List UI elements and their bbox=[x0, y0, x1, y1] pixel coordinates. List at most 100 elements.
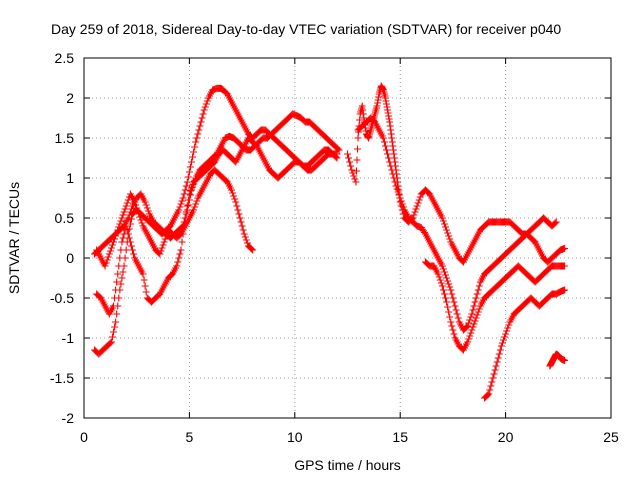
series-s8 bbox=[481, 286, 569, 402]
data-point bbox=[443, 226, 451, 234]
data-point bbox=[191, 143, 199, 151]
data-point bbox=[144, 207, 152, 215]
data-point bbox=[179, 194, 187, 202]
x-tick-label: 25 bbox=[603, 429, 619, 445]
data-point bbox=[112, 318, 120, 326]
data-point bbox=[484, 391, 492, 399]
data-point bbox=[452, 306, 460, 314]
data-point bbox=[114, 226, 122, 234]
data-point bbox=[473, 311, 481, 319]
data-point bbox=[351, 175, 359, 183]
data-point bbox=[186, 187, 194, 195]
data-point bbox=[489, 374, 497, 382]
data-point bbox=[157, 247, 165, 255]
data-point bbox=[203, 97, 211, 105]
data-point bbox=[502, 330, 510, 338]
y-tick-label: 0 bbox=[66, 250, 74, 266]
data-point bbox=[130, 250, 138, 258]
data-point bbox=[107, 244, 115, 252]
data-point bbox=[177, 200, 185, 208]
data-point bbox=[561, 286, 569, 294]
data-point bbox=[114, 270, 122, 278]
data-point bbox=[176, 250, 184, 258]
data-point bbox=[416, 193, 424, 201]
data-point bbox=[394, 188, 402, 196]
x-tick-label: 15 bbox=[392, 429, 408, 445]
data-point bbox=[142, 288, 150, 296]
y-tick-label: 2 bbox=[66, 90, 74, 106]
data-point bbox=[420, 228, 428, 236]
data-point bbox=[118, 274, 126, 282]
data-point bbox=[485, 390, 493, 398]
data-point bbox=[442, 294, 450, 302]
data-point bbox=[242, 236, 250, 244]
data-point bbox=[468, 310, 476, 318]
data-point bbox=[435, 273, 443, 281]
data-point bbox=[158, 244, 166, 252]
y-tick-label: 0.5 bbox=[55, 210, 75, 226]
axis-ticks: -2 -1.5 -1 -0.5 0 0.5 1 1.5 2 2.5 0 5 10 15 20 25 bbox=[50, 50, 619, 445]
data-point bbox=[395, 191, 403, 199]
data-point bbox=[243, 239, 251, 247]
data-point bbox=[193, 134, 201, 142]
data-point bbox=[110, 238, 118, 246]
data-point bbox=[108, 333, 116, 341]
data-point bbox=[450, 330, 458, 338]
data-point bbox=[111, 323, 119, 331]
data-point bbox=[448, 322, 456, 330]
data-point bbox=[173, 262, 181, 270]
data-point bbox=[393, 185, 401, 193]
data-point bbox=[112, 232, 120, 240]
data-point bbox=[119, 268, 127, 276]
data-point bbox=[193, 197, 201, 205]
series-s4 bbox=[93, 166, 257, 270]
data-point bbox=[413, 202, 421, 210]
data-point bbox=[444, 277, 452, 285]
data-point bbox=[439, 217, 447, 225]
data-point bbox=[467, 329, 475, 337]
data-point bbox=[437, 279, 445, 287]
data-point bbox=[197, 118, 205, 126]
data-point bbox=[233, 202, 241, 210]
data-point bbox=[475, 282, 483, 290]
data-point bbox=[161, 235, 169, 243]
data-point bbox=[552, 218, 560, 226]
data-point bbox=[410, 211, 418, 219]
data-point bbox=[118, 214, 126, 222]
data-point bbox=[136, 213, 144, 221]
data-point bbox=[182, 208, 190, 216]
data-point bbox=[127, 242, 135, 250]
data-point bbox=[194, 130, 202, 138]
data-point bbox=[186, 163, 194, 171]
data-point bbox=[380, 138, 388, 146]
data-point bbox=[135, 210, 143, 218]
series-s9 bbox=[546, 350, 569, 370]
data-point bbox=[117, 246, 125, 254]
data-point bbox=[102, 259, 110, 267]
data-point bbox=[379, 134, 387, 142]
data-point bbox=[448, 290, 456, 298]
data-points bbox=[91, 82, 569, 402]
series-s6 bbox=[354, 114, 569, 334]
data-point bbox=[487, 382, 495, 390]
data-point bbox=[183, 178, 191, 186]
data-point bbox=[503, 327, 511, 335]
data-point bbox=[412, 205, 420, 213]
data-point bbox=[115, 262, 123, 270]
data-point bbox=[113, 278, 121, 286]
data-point bbox=[381, 142, 389, 150]
data-point bbox=[397, 197, 405, 205]
data-point bbox=[486, 386, 494, 394]
data-point bbox=[113, 310, 121, 318]
data-point bbox=[392, 182, 400, 190]
data-point bbox=[438, 214, 446, 222]
data-point bbox=[447, 286, 455, 294]
y-tick-label: -0.5 bbox=[50, 290, 74, 306]
data-point bbox=[237, 218, 245, 226]
data-point bbox=[189, 153, 197, 161]
data-point bbox=[382, 146, 390, 154]
data-point bbox=[248, 245, 256, 253]
data-point bbox=[241, 233, 249, 241]
data-point bbox=[396, 194, 404, 202]
data-point bbox=[234, 206, 242, 214]
